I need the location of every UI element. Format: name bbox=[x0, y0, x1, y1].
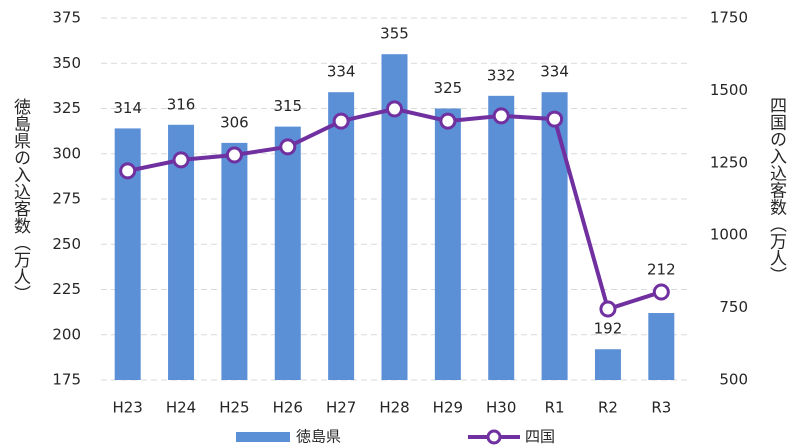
line-marker bbox=[546, 110, 564, 128]
line-marker bbox=[492, 107, 510, 125]
y-tick-label: 225 bbox=[52, 280, 81, 298]
x-tick-label: H29 bbox=[433, 399, 463, 417]
line-marker bbox=[599, 300, 617, 318]
x-tick-label: H28 bbox=[379, 399, 409, 417]
legend-swatch bbox=[236, 432, 290, 442]
data-label: 212 bbox=[647, 260, 676, 278]
line-marker bbox=[279, 138, 297, 156]
bar bbox=[648, 313, 675, 380]
y-tick-label: 250 bbox=[52, 235, 81, 253]
y2-tick-label: 500 bbox=[719, 371, 748, 389]
line-marker bbox=[172, 151, 190, 169]
bar bbox=[328, 92, 355, 381]
x-tick-label: H25 bbox=[219, 399, 249, 417]
x-tick-label: R3 bbox=[651, 399, 671, 417]
data-label: 315 bbox=[273, 97, 302, 115]
y2-tick-label: 1500 bbox=[710, 81, 748, 99]
data-label: 306 bbox=[220, 113, 249, 131]
x-tick-label: H23 bbox=[112, 399, 142, 417]
bar bbox=[274, 126, 301, 380]
y-tick-label: 275 bbox=[52, 190, 81, 208]
line-marker bbox=[386, 100, 403, 118]
line-marker bbox=[225, 146, 243, 164]
x-tick-label: H27 bbox=[326, 399, 356, 417]
data-label: 334 bbox=[540, 63, 569, 81]
bar bbox=[594, 349, 621, 380]
data-label: 334 bbox=[327, 63, 356, 81]
line-marker bbox=[119, 162, 137, 180]
data-label: 314 bbox=[113, 99, 142, 117]
x-tick-label: H26 bbox=[273, 399, 303, 417]
y-tick-label: 300 bbox=[52, 144, 81, 162]
y2-tick-label: 1750 bbox=[710, 9, 748, 27]
x-tick-label: R2 bbox=[598, 399, 618, 417]
legend-label: 四国 bbox=[525, 428, 555, 446]
line-marker bbox=[439, 112, 457, 130]
line-marker bbox=[652, 283, 670, 301]
y2-tick-label: 1000 bbox=[710, 226, 748, 244]
y-tick-label: 375 bbox=[52, 9, 81, 27]
data-label: 325 bbox=[434, 79, 463, 97]
data-label: 316 bbox=[167, 95, 196, 113]
y2-tick-label: 750 bbox=[719, 298, 748, 316]
line-marker bbox=[332, 112, 350, 130]
x-tick-label: R1 bbox=[545, 399, 565, 417]
y-axis-title: 徳島県の入込客数（万人） bbox=[10, 98, 31, 302]
legend-marker bbox=[486, 429, 502, 445]
y-tick-label: 350 bbox=[52, 54, 81, 72]
x-tick-label: H30 bbox=[486, 399, 516, 417]
data-label: 355 bbox=[380, 25, 409, 43]
y-tick-label: 200 bbox=[52, 325, 81, 343]
y-tick-label: 325 bbox=[52, 99, 81, 117]
y-tick-label: 175 bbox=[52, 371, 81, 389]
bar bbox=[434, 108, 461, 380]
bar bbox=[221, 142, 248, 380]
data-label: 192 bbox=[594, 320, 623, 338]
x-tick-label: H24 bbox=[166, 399, 196, 417]
y2-tick-label: 1250 bbox=[710, 153, 748, 171]
y2-axis-title: 四国の入込客数（万人） bbox=[766, 97, 787, 284]
bar bbox=[541, 92, 568, 381]
bar bbox=[488, 95, 515, 380]
data-label: 332 bbox=[487, 66, 516, 84]
legend-label: 徳島県 bbox=[296, 428, 341, 446]
